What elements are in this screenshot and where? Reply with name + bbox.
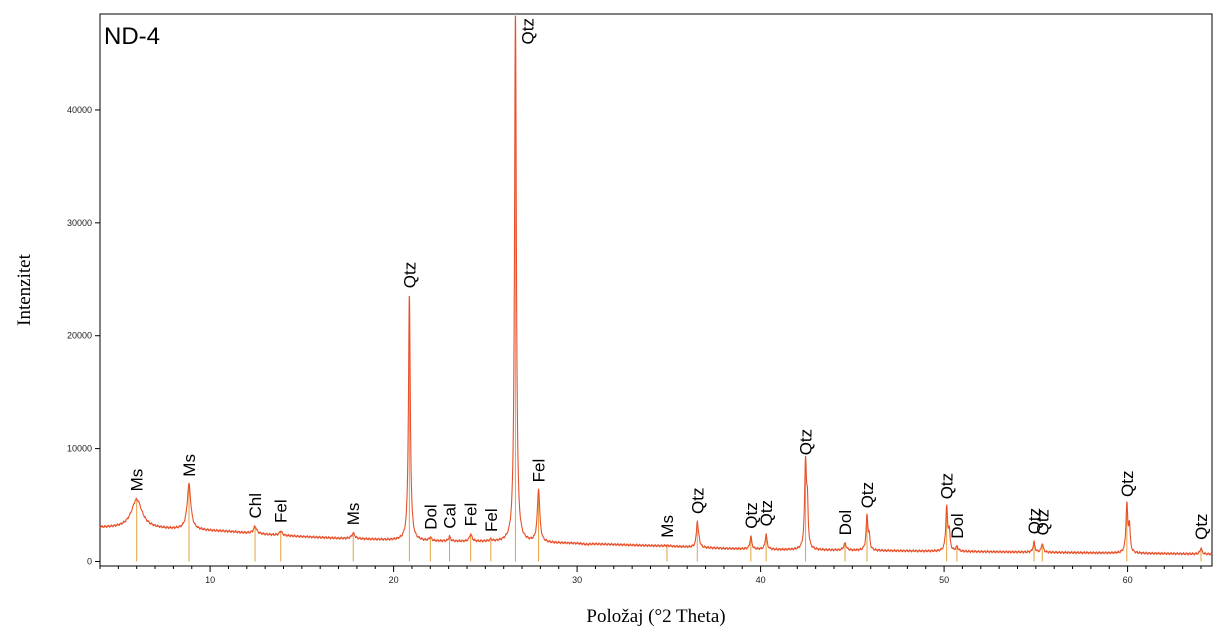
peak-label: Qtz <box>688 488 707 514</box>
x-axis-label: Položaj (°2 Theta) <box>586 606 725 627</box>
peak-label: Qtz <box>938 473 957 499</box>
x-tick-label: 50 <box>939 575 949 585</box>
x-tick-label: 30 <box>572 575 582 585</box>
diffraction-pattern-line <box>99 16 1213 556</box>
peak-label: Ms <box>180 454 199 477</box>
x-tick-label: 20 <box>389 575 399 585</box>
y-axis: 0 10000 20000 30000 40000 <box>67 105 100 566</box>
peak-label: Ms <box>128 469 147 492</box>
peak-label: Cal <box>441 503 460 529</box>
y-tick-label: 20000 <box>67 331 92 341</box>
x-tick-label: 10 <box>205 575 215 585</box>
y-tick-label: 40000 <box>67 105 92 115</box>
peak-label: Dol <box>421 504 440 530</box>
peak-label: Qtz <box>1192 513 1211 539</box>
peak-label: Qtz <box>742 502 761 528</box>
peak-label: Ms <box>344 503 363 526</box>
peak-label: Qtz <box>518 18 537 44</box>
chart-title: ND-4 <box>104 23 160 50</box>
peak-label: Fel <box>530 459 549 483</box>
peak-label: Qtz <box>797 429 816 455</box>
peak-label: Qtz <box>1025 508 1044 534</box>
x-tick-label: 40 <box>756 575 766 585</box>
peak-label: Qtz <box>858 482 877 508</box>
peak-label: Dol <box>836 510 855 536</box>
peak-label: Ms <box>658 515 677 538</box>
x-tick-label: 60 <box>1123 575 1133 585</box>
y-axis-label: Intenzitet <box>14 253 35 325</box>
peak-label: Dol <box>948 513 967 539</box>
x-axis: 10 20 30 40 50 60 <box>99 566 1202 585</box>
peak-label: Chl <box>246 493 265 519</box>
peak-label: Fel <box>462 503 481 527</box>
peak-label: Qtz <box>757 500 776 526</box>
peak-label: Fel <box>482 508 501 532</box>
peak-label: Fel <box>272 499 291 523</box>
y-tick-label: 30000 <box>67 218 92 228</box>
peak-label: Qtz <box>1118 471 1137 497</box>
y-tick-label: 0 <box>87 556 92 566</box>
plot-frame <box>99 13 1213 567</box>
peak-label: Qtz <box>1033 509 1052 535</box>
reference-sticks <box>136 14 1202 562</box>
peak-label: Qtz <box>400 262 419 288</box>
y-tick-label: 10000 <box>67 444 92 454</box>
